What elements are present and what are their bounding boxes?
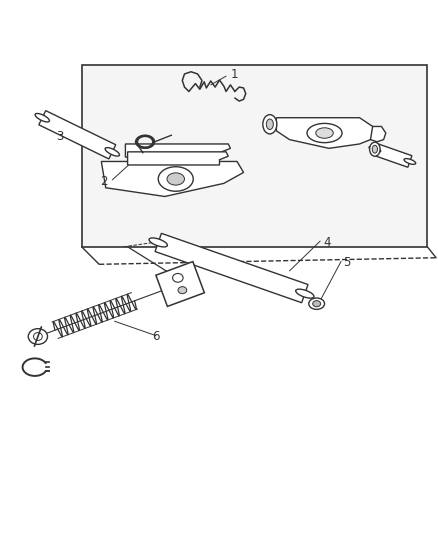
Polygon shape xyxy=(276,118,374,148)
Ellipse shape xyxy=(315,128,332,138)
Text: 5: 5 xyxy=(342,256,349,269)
Polygon shape xyxy=(372,143,411,167)
Ellipse shape xyxy=(403,159,415,164)
Ellipse shape xyxy=(371,146,377,153)
Ellipse shape xyxy=(369,142,379,156)
Ellipse shape xyxy=(149,238,167,247)
Ellipse shape xyxy=(28,329,47,344)
Ellipse shape xyxy=(306,124,341,143)
Ellipse shape xyxy=(33,333,42,341)
Text: 2: 2 xyxy=(99,175,107,188)
Ellipse shape xyxy=(308,298,324,309)
Ellipse shape xyxy=(266,119,273,130)
Ellipse shape xyxy=(262,115,276,134)
Ellipse shape xyxy=(172,273,183,282)
Ellipse shape xyxy=(105,148,119,156)
Text: 4: 4 xyxy=(322,236,330,249)
Ellipse shape xyxy=(368,147,380,152)
Polygon shape xyxy=(101,161,243,197)
Polygon shape xyxy=(125,144,230,157)
Polygon shape xyxy=(155,233,307,303)
Ellipse shape xyxy=(158,167,193,191)
Ellipse shape xyxy=(35,114,49,122)
Ellipse shape xyxy=(177,287,186,294)
Polygon shape xyxy=(155,262,204,306)
Text: 3: 3 xyxy=(56,130,64,143)
Text: 1: 1 xyxy=(230,68,238,82)
Ellipse shape xyxy=(312,301,320,307)
Polygon shape xyxy=(39,111,116,159)
Polygon shape xyxy=(81,65,426,247)
Text: 6: 6 xyxy=(152,330,159,343)
Polygon shape xyxy=(370,126,385,142)
Ellipse shape xyxy=(166,173,184,185)
Ellipse shape xyxy=(295,289,313,298)
Polygon shape xyxy=(127,152,228,165)
